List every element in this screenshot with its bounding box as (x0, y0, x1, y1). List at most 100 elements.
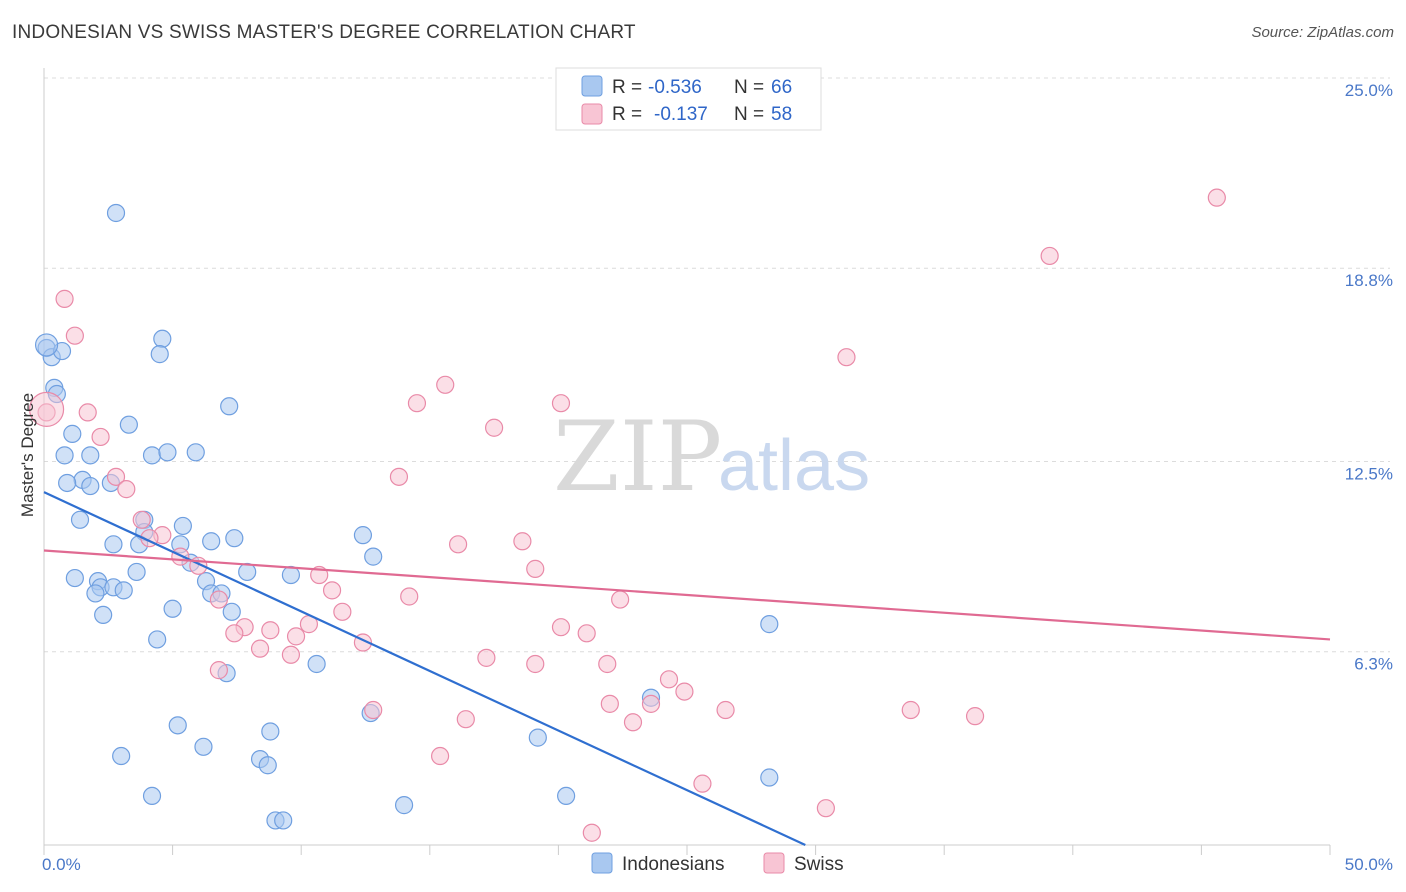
point-indonesians-27 (202, 532, 221, 551)
point-indonesians-28 (225, 529, 244, 548)
point-indonesians-0 (106, 203, 126, 223)
legend-r-value-indonesians: -0.536 (648, 77, 702, 98)
point-swiss-19 (513, 532, 532, 551)
watermark: ZIP atlas (553, 401, 870, 513)
legend-swatch-swiss (581, 103, 603, 125)
axes (43, 68, 1331, 855)
point-swiss-25 (400, 587, 419, 606)
point-swiss-43 (659, 670, 679, 689)
point-swiss-33 (286, 627, 306, 646)
point-indonesians-56 (194, 737, 213, 756)
source-label: Source: ZipAtlas.com (1251, 24, 1394, 41)
x-tick-labels: 0.0% 50.0% (42, 855, 1393, 874)
point-swiss-14 (117, 480, 136, 499)
point-swiss-40 (526, 654, 545, 674)
point-swiss-55 (816, 799, 835, 818)
point-swiss-46 (641, 694, 661, 713)
point-swiss-6 (436, 375, 455, 394)
point-indonesians-59 (258, 756, 277, 775)
point-indonesians-48 (760, 615, 779, 634)
point-indonesians-55 (528, 728, 547, 747)
watermark-zip: ZIP (553, 401, 722, 513)
point-indonesians-12 (81, 446, 100, 465)
point-indonesians-23 (173, 516, 192, 536)
point-swiss-38 (281, 645, 301, 664)
legend-swatch-indonesians (581, 75, 603, 97)
series-swatch-swiss (763, 852, 785, 874)
point-swiss-cluster (28, 391, 65, 427)
point-swiss-8 (551, 394, 571, 413)
trend-lines (43, 491, 1331, 846)
point-indonesians-18 (81, 476, 100, 496)
point-swiss-27 (209, 590, 228, 609)
point-swiss-53 (430, 746, 450, 766)
point-swiss-48 (364, 700, 383, 720)
point-swiss-34 (551, 618, 571, 637)
correlation-legend: R = -0.536 N = 66 R = -0.137 N = 58 (555, 67, 822, 131)
y-tick-label-2: 18.8% (1345, 271, 1393, 290)
point-swiss-32 (261, 621, 280, 640)
point-indonesians-17 (58, 473, 77, 493)
point-swiss-28 (333, 602, 352, 621)
point-indonesians-35 (65, 568, 84, 588)
legend-r-value-swiss: -0.137 (654, 104, 708, 125)
point-indonesians-57 (112, 746, 131, 766)
point-indonesians-53 (168, 716, 187, 735)
data-points (28, 188, 1226, 842)
point-indonesians-cluster (34, 333, 59, 357)
point-swiss-44 (675, 682, 694, 701)
y-tick-label-1: 12.5% (1345, 465, 1393, 484)
point-swiss-4 (837, 348, 856, 367)
y-tick-label-3: 25.0% (1345, 81, 1393, 100)
legend-n-label-indonesians: N = (734, 77, 764, 98)
legend-n-label-swiss: N = (734, 104, 764, 125)
point-indonesians-49 (307, 654, 326, 674)
legend-r-label-indonesians: R = (612, 77, 642, 98)
point-swiss-54 (693, 774, 712, 793)
point-swiss-18 (448, 535, 468, 554)
point-swiss-11 (91, 427, 110, 447)
point-indonesians-61 (142, 786, 162, 806)
legend-n-value-swiss: 58 (771, 104, 792, 125)
watermark-atlas: atlas (718, 426, 870, 506)
y-tick-labels: 6.3% 12.5% 18.8% 25.0% (1345, 81, 1393, 674)
trend-line-indonesians (43, 491, 806, 846)
point-indonesians-5 (150, 345, 169, 364)
point-swiss-24 (322, 581, 342, 600)
point-indonesians-20 (70, 510, 90, 529)
point-swiss-12 (389, 467, 409, 486)
series-legend: Indonesians Swiss (591, 852, 844, 875)
series-swatch-indonesians (591, 852, 613, 874)
point-swiss-7 (407, 394, 427, 413)
point-indonesians-24 (104, 535, 123, 554)
point-indonesians-65 (274, 811, 293, 830)
x-tick-label-1: 50.0% (1345, 855, 1393, 874)
point-swiss-1 (1040, 246, 1059, 266)
point-swiss-3 (65, 326, 84, 345)
point-indonesians-45 (222, 602, 241, 621)
point-indonesians-54 (261, 722, 280, 741)
series-label-swiss: Swiss (794, 854, 844, 875)
point-indonesians-29 (353, 526, 373, 545)
point-swiss-39 (477, 648, 496, 667)
legend-r-label-swiss: R = (612, 104, 642, 125)
chart-title: INDONESIAN VS SWISS MASTER'S DEGREE CORR… (12, 22, 636, 43)
point-swiss-47 (716, 700, 735, 720)
point-indonesians-30 (364, 547, 383, 566)
point-swiss-50 (623, 713, 643, 732)
point-swiss-42 (209, 661, 228, 680)
point-swiss-2 (55, 289, 74, 308)
point-indonesians-8 (220, 397, 239, 416)
point-swiss-51 (901, 700, 920, 720)
point-indonesians-13 (142, 446, 162, 465)
point-swiss-15 (132, 510, 151, 529)
point-swiss-0 (1207, 188, 1226, 207)
point-indonesians-46 (94, 605, 113, 625)
point-swiss-49 (456, 710, 475, 729)
point-swiss-26 (611, 590, 630, 609)
point-indonesians-11 (55, 446, 74, 465)
point-swiss-22 (526, 559, 545, 578)
legend-n-value-indonesians: 66 (771, 77, 792, 98)
point-indonesians-15 (186, 443, 205, 462)
